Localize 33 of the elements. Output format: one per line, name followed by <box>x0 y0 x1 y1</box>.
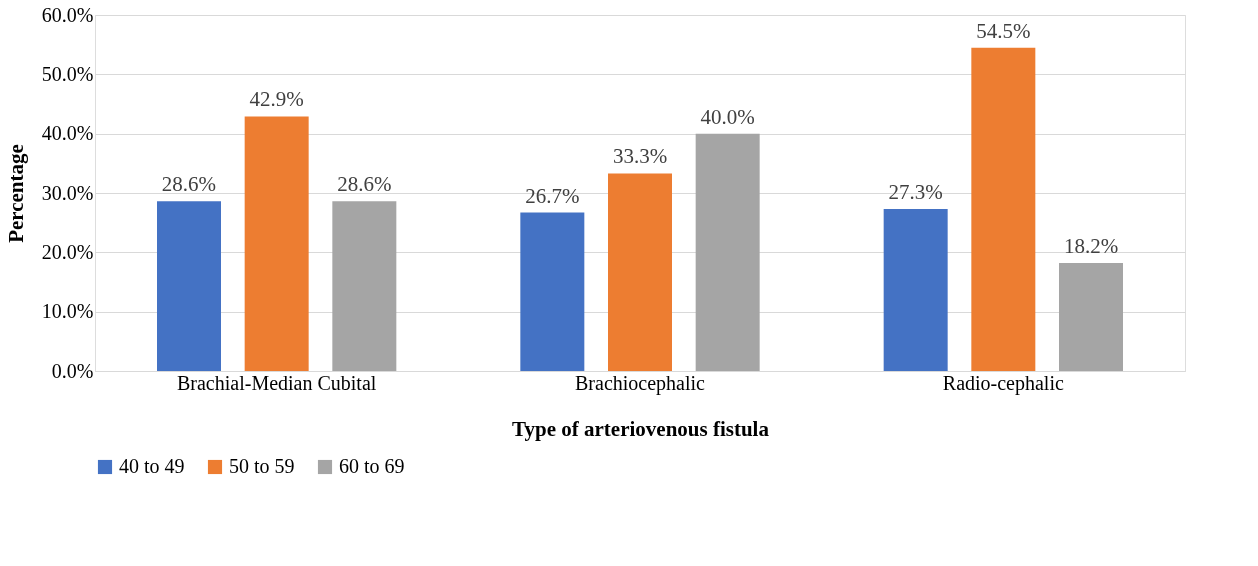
bar <box>608 173 672 371</box>
data-label: 28.6% <box>337 172 392 197</box>
bar <box>1059 263 1123 371</box>
y-tick-label: 0.0% <box>51 359 94 382</box>
bar <box>244 116 309 371</box>
legend-label: 60 to 69 <box>339 455 405 477</box>
data-label: 28.6% <box>161 172 217 197</box>
data-label: 42.9% <box>249 87 304 112</box>
y-axis-title: Percentage <box>3 144 28 243</box>
bar <box>971 47 1036 371</box>
bar <box>695 133 760 371</box>
legend-label: 40 to 49 <box>119 455 185 477</box>
data-label: 33.3% <box>612 144 668 169</box>
data-label: 27.3% <box>888 180 943 205</box>
y-tick-label: 50.0% <box>41 62 94 85</box>
y-tick-label: 10.0% <box>41 300 94 323</box>
data-label: 18.2% <box>1063 234 1119 259</box>
y-tick-label: 20.0% <box>41 240 94 263</box>
data-label: 40.0% <box>700 104 755 129</box>
data-label: 26.7% <box>525 183 580 208</box>
x-tick-label: Brachiocephalic <box>575 371 706 395</box>
bar <box>520 212 585 371</box>
x-axis-title: Type of arteriovenous fistula <box>512 416 770 441</box>
y-tick-label: 60.0% <box>41 3 94 26</box>
bar <box>883 209 948 371</box>
bar <box>332 201 397 371</box>
y-tick-label: 30.0% <box>41 181 94 204</box>
bar <box>157 201 221 371</box>
y-tick-label: 40.0% <box>41 122 94 145</box>
data-label: 54.5% <box>976 18 1031 43</box>
x-tick-label: Brachial-Median Cubital <box>176 371 377 394</box>
x-tick-label: Radio-cephalic <box>942 371 1064 395</box>
legend-label: 50 to 59 <box>229 455 295 477</box>
